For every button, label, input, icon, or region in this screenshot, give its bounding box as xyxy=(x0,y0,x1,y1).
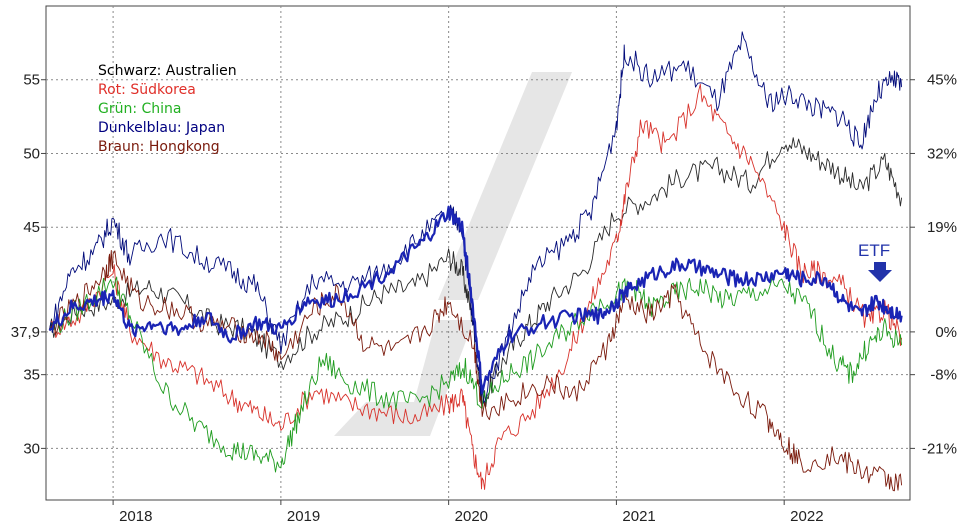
y-tick-label-left: 35 xyxy=(23,367,40,384)
x-tick-label: 2018 xyxy=(119,508,152,524)
y-axis-right: 45% 32% 19% 0% -8% -21% xyxy=(910,72,957,457)
series-group xyxy=(48,31,903,492)
etf-annotation: ETF xyxy=(858,241,892,282)
y-tick-label-left: 37,9 xyxy=(11,324,40,341)
y-tick-label-left: 30 xyxy=(23,440,40,457)
y-tick-label-right: -21% xyxy=(922,440,957,457)
legend-entry: Grün: China xyxy=(98,101,182,117)
legend-entry: Dunkelblau: Japan xyxy=(98,120,225,136)
y-tick-label-right: -8% xyxy=(930,367,957,384)
watermark-logo xyxy=(334,72,572,436)
series-line-japan xyxy=(48,31,903,404)
y-tick-label-right: 19% xyxy=(927,219,957,236)
x-tick-label: 2021 xyxy=(622,508,655,524)
legend-entry: Schwarz: Australien xyxy=(98,63,237,79)
grid xyxy=(46,6,910,500)
y-tick-label-right: 0% xyxy=(935,324,957,341)
series-line-etf xyxy=(48,205,903,395)
legend-entry: Braun: Hongkong xyxy=(98,139,220,155)
y-axis-left: 55 50 45 37,9 35 30 xyxy=(11,72,46,457)
y-tick-label-left: 55 xyxy=(23,72,40,89)
y-tick-label-right: 32% xyxy=(927,145,957,162)
legend: Schwarz: Australien Rot: Südkorea Grün: Ch… xyxy=(98,63,237,155)
x-tick-label: 2022 xyxy=(790,508,823,524)
y-tick-label-right: 45% xyxy=(927,72,957,89)
series-line-hongkong xyxy=(49,249,903,492)
etf-label: ETF xyxy=(858,241,890,260)
x-tick-label: 2020 xyxy=(455,508,488,524)
legend-entry: Rot: Südkorea xyxy=(98,82,196,98)
etf-arrow-icon xyxy=(868,262,892,282)
x-tick-label: 2019 xyxy=(287,508,320,524)
x-axis: 2018 2019 2020 2021 2022 xyxy=(112,500,824,524)
y-tick-label-left: 50 xyxy=(23,145,40,162)
series-line-suedkorea xyxy=(48,83,903,490)
y-tick-label-left: 45 xyxy=(23,219,40,236)
series-line-china xyxy=(48,276,903,473)
